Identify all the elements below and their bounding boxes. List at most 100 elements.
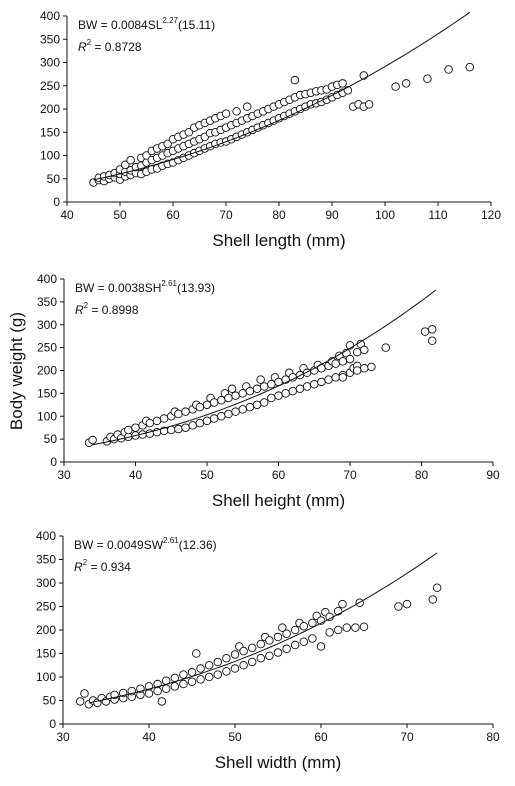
y-tick-label: 400	[40, 9, 60, 23]
data-point	[331, 373, 340, 382]
y-tick-label: 0	[53, 195, 60, 209]
data-point	[195, 402, 205, 412]
data-point	[342, 623, 352, 632]
x-tick-label: 50	[228, 730, 242, 744]
data-point	[299, 621, 309, 631]
data-point	[351, 623, 360, 632]
y-tick-label: 100	[40, 149, 60, 163]
r-squared-label: R2 = 0.8728	[78, 38, 142, 54]
x-tick-label: 70	[400, 730, 414, 744]
y-tick-label: 300	[40, 56, 60, 70]
data-point	[325, 628, 334, 637]
data-point	[170, 682, 180, 691]
data-point	[265, 636, 274, 645]
data-point	[256, 639, 266, 649]
regression-equation: BW = 0.0038SH2.61(13.93)	[75, 279, 215, 295]
data-point	[465, 62, 475, 72]
data-point	[242, 102, 252, 111]
data-point	[224, 393, 233, 403]
x-tick-label: 80	[486, 730, 500, 744]
data-point	[345, 354, 355, 364]
data-point	[80, 689, 89, 698]
data-point	[290, 625, 300, 635]
data-point	[121, 160, 130, 170]
y-tick-label: 200	[36, 623, 56, 637]
data-point	[402, 599, 412, 609]
data-point	[161, 684, 171, 694]
data-point	[420, 327, 430, 336]
data-point	[124, 425, 133, 435]
x-axis-label: Shell height (mm)	[212, 491, 345, 510]
x-tick-label: 80	[272, 208, 286, 222]
data-point	[227, 384, 237, 394]
data-point	[217, 395, 226, 405]
y-tick-label: 350	[37, 295, 57, 309]
y-tick-label: 150	[36, 647, 56, 661]
data-point	[239, 646, 248, 656]
data-point	[181, 407, 190, 416]
data-point	[273, 648, 283, 657]
data-point	[278, 623, 287, 632]
shared-y-axis-label: Body weight (g)	[7, 312, 26, 430]
x-tick-label: 70	[219, 208, 233, 222]
x-tick-label: 70	[343, 468, 357, 482]
data-point	[181, 423, 190, 432]
data-point	[247, 657, 257, 667]
data-point	[360, 345, 369, 355]
x-tick-label: 50	[200, 468, 214, 482]
data-point	[265, 651, 274, 661]
data-point	[209, 414, 219, 423]
data-point	[213, 657, 223, 667]
data-point	[230, 664, 240, 673]
data-point	[381, 343, 391, 352]
data-point	[310, 379, 319, 389]
x-tick-label: 30	[57, 468, 71, 482]
x-tick-label: 50	[113, 208, 127, 222]
data-point	[174, 424, 183, 434]
data-point	[221, 109, 231, 118]
y-tick-label: 300	[36, 576, 56, 590]
y-tick-label: 150	[37, 386, 57, 400]
data-point	[245, 402, 255, 412]
data-point	[360, 363, 369, 373]
data-point	[259, 382, 269, 391]
data-point	[428, 595, 438, 604]
x-tick-label: 120	[481, 208, 501, 222]
data-point	[239, 661, 248, 670]
data-point	[252, 384, 262, 394]
data-point	[209, 398, 219, 407]
data-point	[338, 79, 347, 88]
y-tick-label: 50	[44, 432, 58, 446]
data-point	[163, 139, 172, 149]
data-point	[338, 373, 348, 382]
y-tick-label: 0	[49, 717, 56, 731]
chart-panel-1: 40 50 60 70 80 90 100 110 120 0 50 100 150 200 250 300 3…	[40, 9, 501, 250]
data-point	[338, 357, 348, 366]
data-point	[202, 400, 212, 410]
data-point	[217, 412, 226, 421]
y-tick-label: 300	[37, 318, 57, 332]
data-point	[179, 679, 188, 689]
data-point	[230, 650, 240, 659]
data-point	[290, 75, 300, 85]
data-point	[202, 416, 212, 426]
data-point	[432, 583, 442, 592]
regression-equation: BW = 0.0084SL2.27(15.11)	[78, 16, 215, 32]
x-tick-label: 90	[325, 208, 339, 222]
data-point	[245, 386, 255, 396]
data-point	[338, 599, 347, 609]
chart-panel-2: 30 40 50 60 70 80 90 0 50 100 150 200 250 300 350 400 Sh…	[37, 272, 500, 510]
data-point	[256, 375, 265, 384]
data-point	[324, 375, 333, 384]
x-tick-label: 60	[166, 208, 180, 222]
y-tick-label: 100	[37, 409, 57, 423]
y-tick-label: 0	[50, 455, 57, 469]
data-point	[299, 637, 309, 647]
data-point	[282, 629, 291, 639]
data-point	[187, 677, 197, 686]
r-squared-label: R2 = 0.934	[74, 558, 131, 574]
data-point	[159, 414, 169, 423]
data-point	[131, 423, 140, 432]
data-point	[196, 664, 205, 673]
